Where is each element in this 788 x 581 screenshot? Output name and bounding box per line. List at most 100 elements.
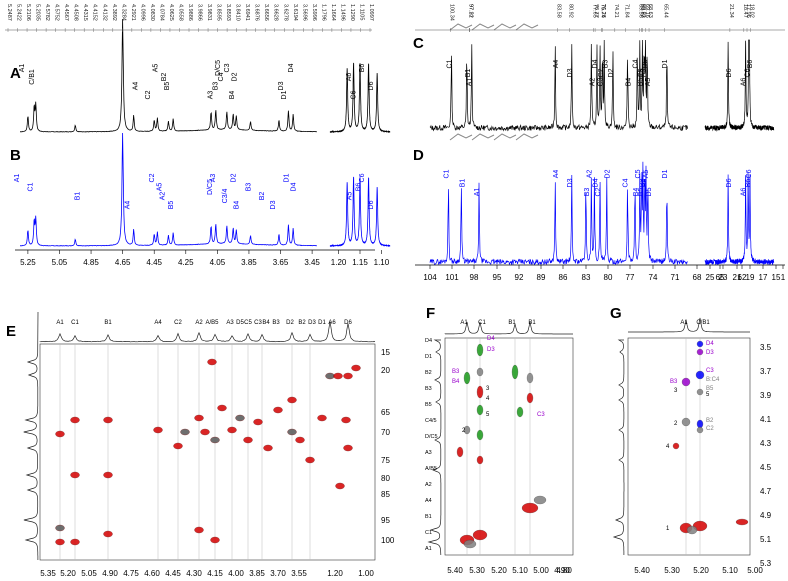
top-label: C1 — [71, 320, 79, 326]
peak-label: D1 — [662, 169, 669, 178]
peak-label: C2 — [706, 426, 714, 432]
cross-peak — [70, 471, 80, 479]
cross-peak — [333, 372, 343, 380]
peak-list-value: 1.1796 — [320, 4, 326, 21]
peak-list-value: 4.3892 — [111, 4, 117, 21]
x-tick-label: 4.00 — [228, 569, 244, 578]
peak-label: C2 — [595, 187, 602, 196]
peak-list-value: 69.16 — [644, 4, 650, 18]
peak-label: D4 — [291, 182, 298, 191]
peak-list-value: 1.1664 — [330, 4, 336, 21]
top-label: A/B5 — [205, 320, 219, 326]
x-tick-label: 5.40 — [447, 566, 463, 575]
x-tick-label: 5.05 — [52, 258, 68, 267]
molecule-ring — [471, 133, 495, 141]
peak-label: C1 — [446, 59, 453, 68]
left-label: C4/5 — [425, 418, 437, 424]
cross-peak — [70, 538, 80, 546]
peak-label: A1 — [474, 188, 481, 197]
peak-list-value: 4.4508 — [73, 4, 79, 21]
peak-label: 2 — [674, 421, 678, 427]
peak-label: 1 — [666, 526, 670, 532]
cross-peak — [317, 414, 327, 422]
peak-list-value: 3.5696 — [301, 4, 307, 21]
peak-label: A5 — [347, 192, 354, 201]
cross-peak — [516, 406, 524, 418]
x-tick-label: 15 — [772, 273, 781, 282]
top-label: C/B1 — [696, 320, 710, 326]
cross-peak — [521, 502, 539, 514]
peak-label: D3 — [270, 200, 277, 209]
peak-label: B1 — [459, 179, 466, 188]
peak-list-value: 74.21 — [613, 4, 619, 18]
peak-list-value: 65.44 — [663, 4, 669, 18]
top-projection — [39, 321, 376, 343]
panel-d-spectrum: C1B1A1A4D3B3A2D4C2D2C4B4C5B2B5A5A3D5D1D6… — [415, 133, 786, 282]
cross-peak — [287, 428, 297, 436]
spectrum-trace — [429, 161, 775, 266]
x-tick-label: 21 — [733, 273, 742, 282]
cross-peak — [476, 404, 484, 416]
top-label: A2 — [195, 320, 203, 326]
y-tick-label: 4.1 — [760, 415, 772, 424]
cross-peak — [217, 404, 227, 412]
left-label: A/B5 — [425, 466, 437, 472]
top-label: D3 — [308, 320, 316, 326]
peak-label: A3 — [641, 179, 648, 188]
cross-peak — [476, 343, 484, 357]
peak-list-value: 3.8593 — [225, 4, 231, 21]
cross-peak — [696, 419, 704, 429]
peak-list-value: 1.0997 — [368, 4, 374, 21]
cross-peak — [681, 417, 691, 427]
y-tick-label: 15 — [381, 348, 390, 357]
molecule-ring — [493, 133, 517, 141]
cross-peak — [210, 436, 220, 444]
peak-label: A4 — [553, 60, 560, 69]
molecule-ring — [515, 23, 539, 31]
left-label: B2 — [425, 370, 432, 376]
peak-list-value: 1.1105 — [358, 4, 364, 20]
peak-label: 4 — [666, 444, 670, 450]
cross-peak — [253, 418, 263, 426]
x-tick-label: 65 — [716, 273, 725, 282]
peak-list-value: 4.4132 — [101, 4, 107, 21]
peak-list-value: 3.6876 — [254, 4, 260, 21]
peak-list-value: 97.21 — [468, 4, 474, 18]
peak-list-value: 1.1496 — [339, 4, 345, 21]
peak-label: C5 — [635, 169, 642, 178]
peak-list-value: 3.9831 — [206, 4, 212, 21]
top-label: A3 — [226, 320, 234, 326]
peak-label: B4 — [633, 188, 640, 197]
peak-list-value: 97.92 — [467, 4, 473, 18]
peak-label: B2 — [640, 179, 647, 188]
y-tick-label: 85 — [381, 490, 390, 499]
peak-label: B1 — [465, 69, 472, 78]
x-tick-label: 4.05 — [210, 258, 226, 267]
left-label: B1 — [425, 514, 432, 520]
peak-label: A6 — [741, 188, 748, 197]
panel-letter-d: D — [413, 147, 424, 164]
peak-label: C6 — [744, 68, 751, 77]
x-tick-label: 5.00 — [747, 566, 763, 575]
x-tick-label: 4.60 — [144, 569, 160, 578]
peak-label: A3 — [208, 91, 215, 100]
peak-label: C4 — [218, 72, 225, 81]
top-label: A1 — [56, 320, 64, 326]
peak-label: C2 — [145, 90, 152, 99]
peak-list-value: 83.58 — [555, 4, 561, 18]
peak-label: A2 — [586, 170, 593, 179]
peak-list-value: 5.2035 — [35, 4, 41, 21]
panel-letter-e: E — [6, 323, 16, 340]
peak-list-value: 4.5752 — [54, 4, 60, 21]
cross-peak — [463, 371, 471, 385]
x-tick-label: 4.90 — [102, 569, 118, 578]
peak-label: D1 — [662, 59, 669, 68]
peak-list-value: 77.65 — [592, 4, 598, 18]
peak-list-value: 5.2106 — [25, 4, 31, 21]
x-tick-label: 4.65 — [115, 258, 131, 267]
peak-list-value: 4.0830 — [149, 4, 155, 21]
top-projection — [444, 321, 573, 335]
top-label: C2 — [174, 320, 182, 326]
peak-list-value: 4.4152 — [92, 4, 98, 21]
cross-peak — [526, 372, 534, 384]
